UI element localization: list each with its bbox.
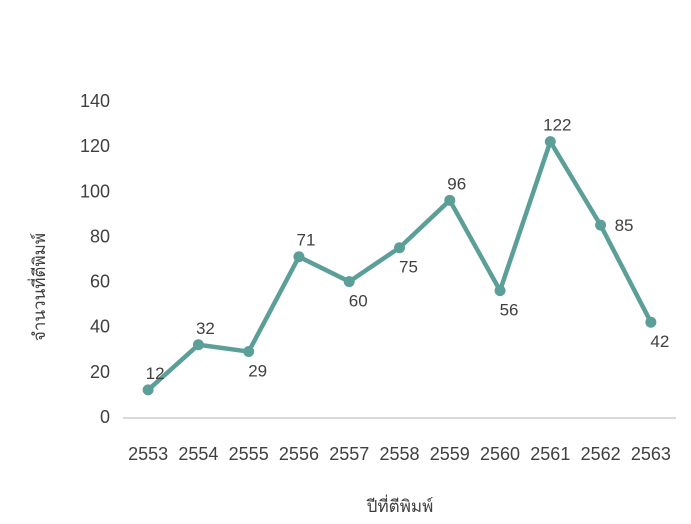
y-tick-label: 120 [80, 136, 110, 156]
data-point-label: 71 [296, 231, 315, 250]
data-point-marker [192, 339, 204, 351]
y-tick-label: 60 [90, 272, 110, 292]
data-point-label: 96 [447, 174, 466, 193]
x-tick-label: 2554 [178, 444, 218, 464]
data-point-label: 85 [615, 216, 634, 235]
data-point-marker [142, 384, 154, 396]
data-point-marker [444, 194, 456, 206]
data-point-label: 60 [349, 292, 368, 311]
data-point-label: 75 [399, 258, 418, 277]
x-tick-label: 2562 [581, 444, 621, 464]
data-point-label: 42 [650, 332, 669, 351]
y-tick-label: 80 [90, 226, 110, 246]
x-tick-label: 2560 [480, 444, 520, 464]
data-point-marker [293, 251, 305, 263]
y-tick-label: 140 [80, 91, 110, 111]
x-tick-label: 2558 [379, 444, 419, 464]
x-tick-label: 2559 [430, 444, 470, 464]
data-point-label: 32 [196, 319, 215, 338]
data-point-marker [645, 316, 657, 328]
x-tick-label: 2556 [279, 444, 319, 464]
x-tick-label: 2553 [128, 444, 168, 464]
data-point-label: 12 [146, 364, 165, 383]
data-point-marker [343, 276, 355, 288]
y-tick-label: 100 [80, 181, 110, 201]
x-tick-label: 2561 [530, 444, 570, 464]
data-point-marker [243, 346, 255, 358]
data-point-marker [394, 242, 405, 254]
data-point-label: 122 [543, 116, 571, 135]
plot-area: 0 20 40 60 80 100 120 140 2553 2554 2555 2556 2557 25… [80, 91, 676, 464]
y-tick-label: 40 [90, 317, 110, 337]
y-tick-label: 0 [100, 407, 110, 427]
y-tick-label: 20 [90, 362, 110, 382]
data-point-marker [494, 285, 506, 297]
x-tick-label: 2555 [229, 444, 269, 464]
x-tick-label: 2557 [329, 444, 369, 464]
data-point-label: 56 [500, 301, 519, 320]
data-point-label: 29 [248, 362, 267, 381]
y-axis-title: จำนวนที่ตีพิมพ์ [27, 233, 49, 341]
x-axis-title: ปีที่ตีพิมพ์ [366, 494, 434, 516]
x-tick-label: 2563 [631, 444, 671, 464]
data-point-marker [544, 136, 556, 148]
data-point-marker [595, 219, 607, 231]
